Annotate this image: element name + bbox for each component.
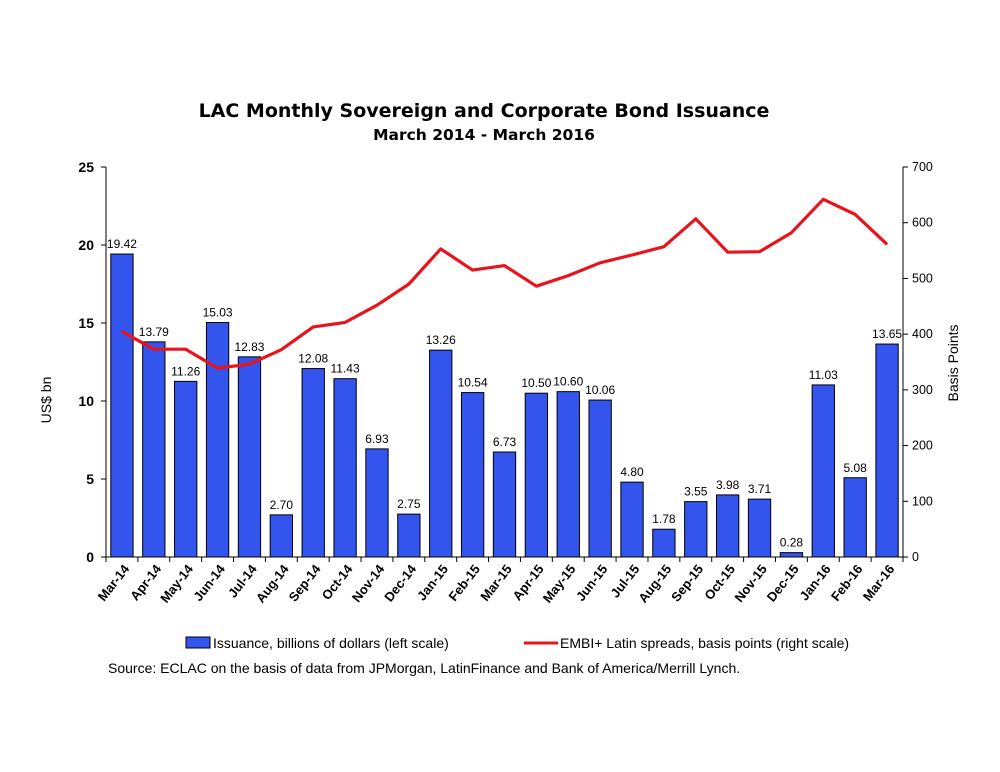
x-tick-label-Nov-15: Nov-15 <box>731 562 770 605</box>
y2-tick-label: 0 <box>912 550 919 564</box>
legend-swatch-issuance <box>185 636 211 649</box>
bar-label-Sep-15: 3.55 <box>684 485 708 499</box>
bar-Apr-14 <box>142 341 166 558</box>
y-axis-label: US$ bn <box>38 377 54 424</box>
x-tick-label-Dec-14: Dec-14 <box>381 561 420 604</box>
x-tick-label-Jun-14: Jun-14 <box>190 561 228 604</box>
y-tick-label: 20 <box>78 237 94 253</box>
bar-label-Nov-14: 6.93 <box>365 432 389 446</box>
bar-Nov-14 <box>365 448 389 558</box>
chart-subtitle: March 2014 - March 2016 <box>373 126 595 144</box>
bar-Oct-14 <box>333 378 357 558</box>
bar-label-Dec-15: 0.28 <box>780 536 804 550</box>
bar-label-Mar-15: 6.73 <box>493 435 517 449</box>
x-tick-label-Dec-15: Dec-15 <box>764 562 802 605</box>
y2-tick-label: 100 <box>912 494 933 508</box>
bar-Jan-15 <box>429 349 453 558</box>
bar-label-Feb-16: 5.08 <box>844 461 868 475</box>
y-tick-label: 5 <box>86 471 94 487</box>
bar-label-Jul-15: 4.80 <box>620 465 644 479</box>
bar-label-Feb-15: 10.54 <box>458 376 488 390</box>
y2-tick-label: 400 <box>912 327 933 341</box>
x-tick-label-Aug-14: Aug-14 <box>253 561 292 606</box>
chart-title: LAC Monthly Sovereign and Corporate Bond… <box>199 100 770 122</box>
bar-label-Oct-14: 11.43 <box>331 362 360 376</box>
x-tick-label-Feb-16: Feb-16 <box>828 562 866 604</box>
bar-label-Jun-15: 10.06 <box>585 383 615 397</box>
bar-label-Nov-15: 3.71 <box>748 482 772 496</box>
x-tick-label-Mar-14: Mar-14 <box>95 561 133 604</box>
bar-Mar-16 <box>875 343 899 558</box>
x-tick-label-Jun-15: Jun-15 <box>573 562 611 604</box>
bar-Mar-15 <box>492 451 517 558</box>
x-tick-label-Aug-15: Aug-15 <box>635 562 674 606</box>
bar-label-Aug-15: 1.78 <box>652 512 676 526</box>
bar-label-Aug-14: 2.70 <box>270 498 294 512</box>
x-tick-label-Nov-14: Nov-14 <box>349 561 388 605</box>
bar-label-Dec-14: 2.75 <box>397 497 421 511</box>
x-tick-label-May-15: May-15 <box>540 562 579 606</box>
x-tick-label-Sep-15: Sep-15 <box>668 562 706 605</box>
x-tick-label-Jan-16: Jan-16 <box>796 562 833 604</box>
bar-Jul-15 <box>620 481 644 558</box>
legend: Issuance, billions of dollars (left scal… <box>185 635 849 651</box>
bar-label-Apr-14: 13.79 <box>139 325 169 339</box>
bar-Sep-14 <box>301 368 325 558</box>
y2-tick-label: 200 <box>912 439 933 453</box>
bar-Apr-15 <box>524 392 549 558</box>
bar-Mar-14 <box>110 253 134 558</box>
bar-label-Sep-14: 12.08 <box>298 352 328 366</box>
y2-tick-label: 300 <box>912 383 933 397</box>
bar-Aug-15 <box>652 528 676 558</box>
bar-label-May-15: 10.60 <box>553 375 583 389</box>
bar-Sep-15 <box>684 501 708 558</box>
bar-label-Jul-14: 12.83 <box>234 340 264 354</box>
y2-tick-label: 700 <box>912 160 933 174</box>
bar-label-May-14: 11.26 <box>171 364 200 378</box>
x-tick-label-Mar-15: Mar-15 <box>477 562 515 604</box>
bar-Jan-16 <box>811 384 835 558</box>
source-note: Source: ECLAC on the basis of data from … <box>108 660 740 676</box>
y-tick-label: 10 <box>78 393 94 409</box>
embi-spread-line <box>121 197 889 370</box>
bar-Feb-15 <box>460 392 485 558</box>
y-tick-label: 0 <box>86 549 94 565</box>
bar-label-Mar-14: 19.42 <box>107 237 137 251</box>
bar-Nov-15 <box>747 498 772 558</box>
bar-Oct-15 <box>716 494 740 558</box>
x-tick-label-Mar-16: Mar-16 <box>860 562 898 604</box>
bar-label-Oct-15: 3.98 <box>716 478 740 492</box>
bar-label-Apr-15: 10.50 <box>521 376 551 390</box>
x-tick-label-Jan-15: Jan-15 <box>414 562 451 604</box>
bar-label-Jun-14: 15.03 <box>203 306 233 320</box>
y2-tick-label: 600 <box>912 216 933 230</box>
bar-Dec-14 <box>397 513 421 558</box>
y2-axis-label: Basis Points <box>945 324 961 401</box>
bar-Dec-15 <box>779 552 804 558</box>
bar-label-Jan-16: 11.03 <box>809 368 838 382</box>
bar-Jul-14 <box>237 356 262 558</box>
legend-label-issuance: Issuance, billions of dollars (left scal… <box>213 635 449 651</box>
bar-label-Mar-16: 13.65 <box>872 327 902 341</box>
bar-Jun-14 <box>205 322 230 558</box>
bar-label-Jan-15: 13.26 <box>426 333 456 347</box>
bar-May-14 <box>174 380 198 558</box>
x-tick-label-May-14: May-14 <box>157 561 196 606</box>
bar-Jun-15 <box>588 399 612 558</box>
y-tick-label: 25 <box>78 159 94 175</box>
bar-Aug-14 <box>269 514 293 558</box>
bar-Feb-16 <box>843 477 867 558</box>
y-tick-label: 15 <box>78 315 94 331</box>
x-tick-label-Feb-15: Feb-15 <box>445 562 483 604</box>
legend-label-embi: EMBI+ Latin spreads, basis points (right… <box>560 635 849 651</box>
x-tick-label-Sep-14: Sep-14 <box>286 561 325 604</box>
y2-tick-label: 500 <box>912 271 933 285</box>
bar-May-15 <box>556 391 580 558</box>
